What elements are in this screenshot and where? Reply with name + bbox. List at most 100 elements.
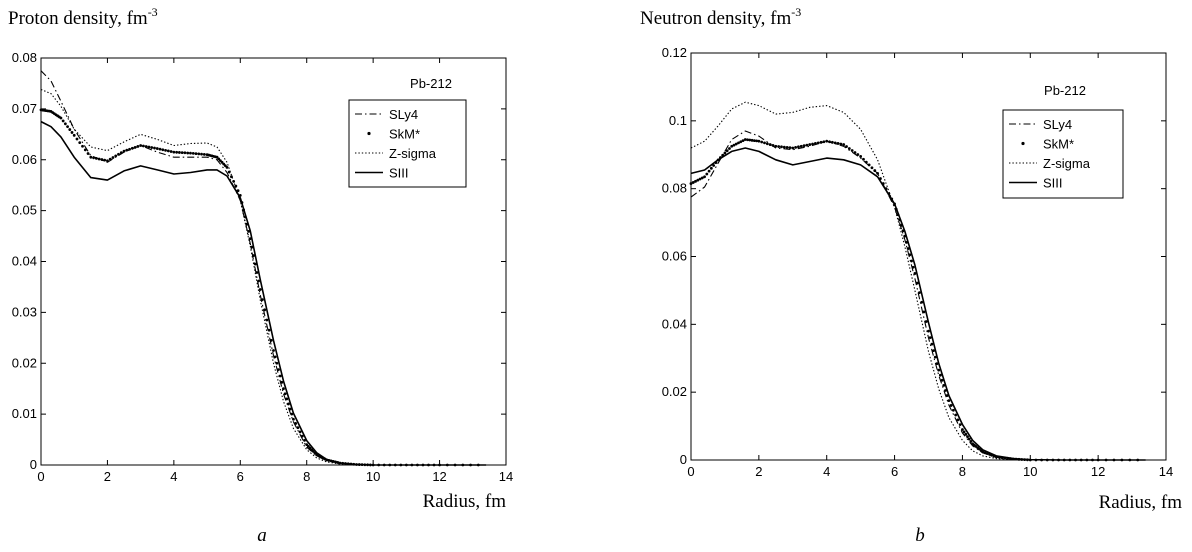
data-point [935, 362, 939, 366]
data-point [698, 177, 702, 181]
data-point [913, 272, 917, 275]
y-tick-label: 0.03 [12, 304, 37, 319]
data-point [700, 176, 704, 180]
x-tick-label: 2 [755, 464, 762, 479]
data-point [732, 143, 736, 147]
data-point [755, 139, 758, 143]
data-point [918, 291, 921, 295]
data-point [197, 152, 201, 156]
data-point [856, 153, 860, 156]
data-point [797, 145, 800, 149]
data-point [133, 145, 137, 149]
data-point [757, 139, 761, 143]
panel-b-label: b [915, 525, 925, 546]
data-point [760, 140, 764, 144]
data-point [153, 146, 156, 150]
data-point [86, 152, 90, 155]
data-point [788, 146, 792, 150]
data-point [158, 147, 162, 151]
y-tick-label: 0.1 [669, 113, 687, 128]
data-point [290, 412, 294, 416]
legend-marker [367, 131, 371, 136]
data-point [927, 329, 930, 333]
y-tick-label: 0.12 [662, 45, 687, 60]
data-point [864, 160, 868, 164]
data-point [876, 172, 880, 175]
data-point [263, 308, 267, 312]
data-point [748, 138, 752, 142]
data-point [791, 146, 795, 150]
data-point [94, 156, 98, 160]
data-point [287, 402, 290, 406]
x-tick-label: 10 [366, 469, 380, 484]
data-point [728, 147, 731, 150]
panel-b: Neutron density, fm-3 0 2 4 6 8 10 12 14 0 0.02 0.… [640, 5, 1182, 546]
y-tick-label: 0 [680, 452, 687, 467]
data-point [59, 116, 63, 120]
data-point [234, 184, 238, 188]
data-point [100, 158, 104, 161]
data-point [814, 142, 817, 145]
data-point [689, 182, 693, 185]
data-point [954, 413, 958, 417]
data-point [278, 374, 282, 378]
data-point [161, 148, 165, 152]
data-point [164, 148, 167, 152]
data-point [763, 141, 766, 145]
data-point [981, 450, 985, 454]
data-point [103, 158, 107, 162]
panel-a-legend: SLy4 SkM* Z-sigma SIII [355, 107, 437, 181]
data-point [922, 310, 926, 314]
data-point [247, 229, 250, 233]
data-point [267, 328, 271, 332]
legend-label: SLy4 [389, 107, 418, 122]
data-point [288, 407, 292, 411]
data-point [845, 145, 848, 148]
data-point [780, 145, 783, 149]
y-tick-label: 0.04 [662, 316, 687, 331]
data-point [951, 408, 955, 412]
data-point [81, 144, 84, 148]
data-point [66, 125, 69, 129]
data-point [924, 320, 928, 323]
data-point [930, 342, 934, 346]
x-tick-label: 12 [1091, 464, 1105, 479]
data-point [180, 151, 184, 155]
y-tick-label: 0 [30, 457, 37, 472]
data-point [962, 430, 966, 434]
x-tick-label: 8 [303, 469, 310, 484]
data-point [928, 336, 932, 340]
data-point [147, 145, 151, 149]
data-point [808, 143, 812, 146]
data-point [75, 137, 79, 141]
x-tick-label: 10 [1023, 464, 1037, 479]
data-point [255, 271, 259, 274]
data-point [949, 404, 953, 407]
x-tick-label: 4 [170, 469, 177, 484]
data-point [794, 146, 798, 149]
data-point [967, 437, 971, 441]
data-point [300, 434, 304, 438]
data-point [859, 155, 863, 158]
data-point [97, 157, 101, 161]
data-point [908, 253, 912, 257]
data-point [200, 152, 203, 156]
panel-a-annotation: Pb-212 [410, 76, 452, 91]
data-point [225, 165, 229, 169]
data-point [294, 422, 298, 425]
data-point [723, 151, 727, 155]
data-point [906, 247, 910, 250]
data-point [862, 157, 865, 161]
legend-label: SIII [1043, 176, 1063, 191]
data-point [833, 141, 837, 145]
data-point [944, 389, 947, 392]
legend-label: SkM* [1043, 137, 1074, 152]
data-point [282, 387, 285, 391]
y-tick-label: 0.05 [12, 203, 37, 218]
panel-b-legend: SLy4 SkM* Z-sigma SIII [1009, 117, 1091, 191]
y-tick-label: 0.02 [662, 384, 687, 399]
data-point [177, 151, 181, 154]
data-point [774, 144, 778, 148]
data-point [750, 138, 754, 142]
panel-a-xlabel: Radius, fm [423, 491, 507, 512]
